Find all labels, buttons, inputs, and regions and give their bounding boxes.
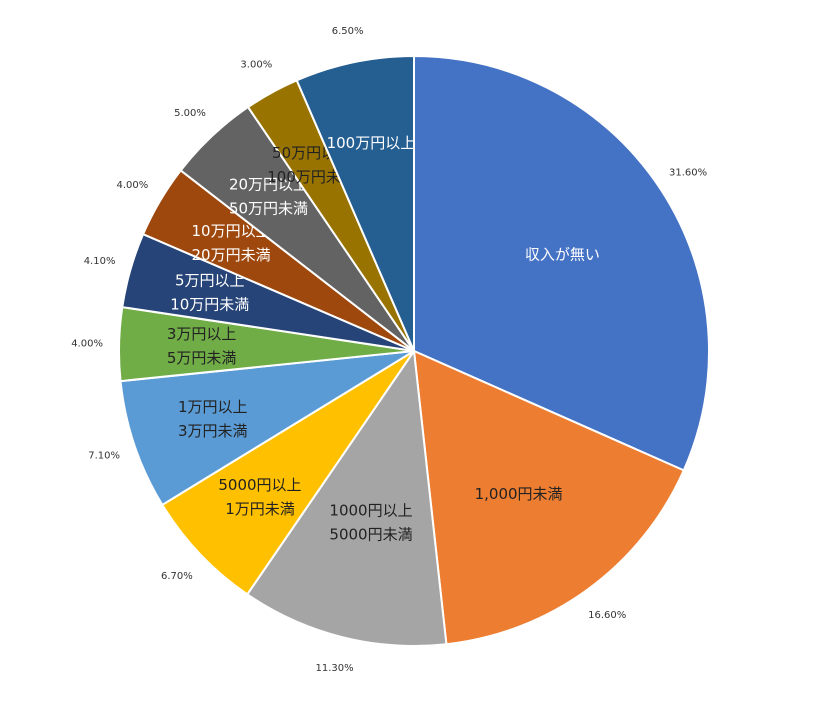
slice-label: 収入が無い (525, 245, 600, 263)
slice-label-line: 5万円未満 (167, 348, 237, 366)
slice-label-line: 20万円以上 (229, 175, 308, 193)
slice-label-line: 100万円未満 (267, 167, 356, 185)
slice-label-line: 1万円以上 (178, 397, 248, 415)
slice-label-line: 20万円未満 (192, 246, 271, 264)
slice-label-line: 収入が無い (525, 245, 600, 263)
slice-label-line: 3万円以上 (167, 324, 237, 342)
slice-label-line: 1000円以上 (329, 501, 412, 519)
pie-slice (412, 349, 686, 646)
slice-label: 1,000円未満 (475, 484, 563, 502)
slice-label-line: 1,000円未満 (475, 484, 563, 502)
slice-label: 5万円以上 10万円未満 (170, 271, 249, 313)
slice-label-line: 3万円未満 (178, 421, 248, 439)
slice-label-line: 1万円未満 (225, 500, 295, 518)
value-label: 31.60% (669, 168, 707, 179)
value-label: 7.10% (88, 451, 120, 462)
value-label: 4.10% (84, 256, 116, 267)
pie-slice (245, 348, 448, 647)
pie-slice (160, 350, 415, 596)
slice-label: 10万円以上 20万円未満 (192, 222, 271, 264)
slice-label: 20万円以上 50万円未満 (229, 175, 308, 217)
value-label: 5.00% (174, 108, 206, 119)
slice-label: 3万円以上 5万円未満 (167, 324, 237, 366)
pie-slice (413, 54, 710, 472)
slice-label: 100万円以上 (327, 134, 416, 152)
slice-label-line: 10万円以上 (192, 222, 271, 240)
slice-label-line: 100万円以上 (327, 134, 416, 152)
value-label: 6.70% (161, 571, 193, 582)
slice-label: 1000円以上 5000円未満 (329, 501, 412, 543)
slice-label-line: 5000円以上 (218, 476, 301, 494)
slice-label-line: 10万円未満 (170, 295, 249, 313)
value-label: 6.50% (332, 26, 364, 37)
pie-slice (295, 54, 415, 352)
slice-label: 1万円以上 3万円未満 (178, 397, 248, 439)
value-label: 16.60% (588, 610, 626, 621)
slice-label: 5000円以上 1万円未満 (218, 476, 301, 518)
slice-label-line: 5000円未満 (329, 525, 412, 543)
slice-label-line: 5万円以上 (175, 271, 245, 289)
value-label: 11.30% (316, 663, 354, 674)
value-label: 4.00% (116, 180, 148, 191)
pie-slice (119, 350, 415, 507)
slice-label-line: 50万円未満 (229, 199, 308, 217)
value-label: 3.00% (240, 60, 272, 71)
value-label: 4.00% (71, 338, 103, 349)
